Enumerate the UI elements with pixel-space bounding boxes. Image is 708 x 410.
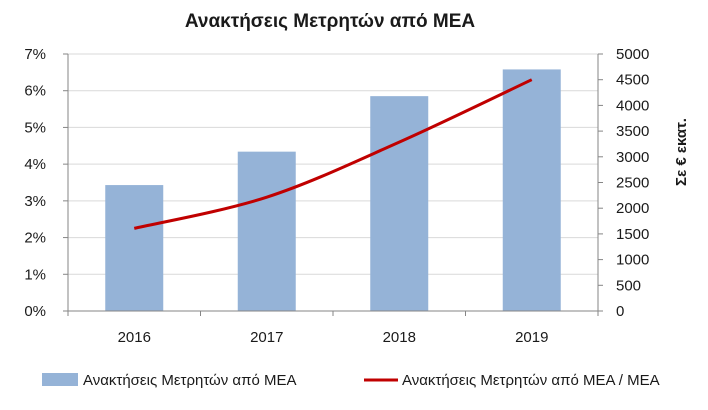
legend-label-line: Ανακτήσεις Μετρητών από ΜΕΑ / ΜΕΑ: [402, 372, 660, 389]
right-tick-label: 1000: [616, 252, 649, 269]
right-tick-label: 5000: [616, 46, 649, 63]
right-tick-label: 3500: [616, 123, 649, 140]
chart-title: Ανακτήσεις Μετρητών από ΜΕΑ: [185, 11, 476, 32]
left-tick-label: 4%: [24, 156, 46, 173]
legend: Ανακτήσεις Μετρητών από ΜΕΑ Ανακτήσεις Μ…: [42, 372, 660, 389]
left-tick-label: 5%: [24, 119, 46, 136]
right-tick-label: 0: [616, 303, 624, 320]
right-tick-label: 4500: [616, 72, 649, 89]
legend-swatch-bar: [42, 373, 78, 386]
left-tick-label: 1%: [24, 266, 46, 283]
right-tick-label: 2500: [616, 175, 649, 192]
left-tick-label: 2%: [24, 230, 46, 247]
right-tick-label: 2000: [616, 200, 649, 217]
ratio-line: [134, 80, 532, 229]
left-tick-label: 6%: [24, 83, 46, 100]
left-tick-label: 0%: [24, 303, 46, 320]
legend-label-bar: Ανακτήσεις Μετρητών από ΜΕΑ: [83, 372, 296, 389]
left-axis-tick-labels: 0% 1% 2% 3% 4% 5% 6% 7%: [24, 46, 46, 320]
category-label: 2017: [250, 329, 283, 346]
bar-2016: [105, 185, 163, 311]
category-label: 2016: [118, 329, 151, 346]
left-tick-label: 3%: [24, 193, 46, 210]
category-label: 2018: [383, 329, 416, 346]
right-tick-label: 3000: [616, 149, 649, 166]
right-tick-label: 500: [616, 277, 641, 294]
left-tick-label: 7%: [24, 46, 46, 63]
bar-2017: [238, 152, 296, 311]
right-axis-title: Σε € εκατ.: [673, 118, 690, 186]
category-labels: 2016 2017 2018 2019: [118, 329, 549, 346]
bar-2019: [503, 69, 561, 311]
bar-2018: [370, 96, 428, 311]
right-axis-tick-labels: 0 500 1000 1500 2000 2500 3000 3500 4000 4500 5000: [616, 46, 649, 320]
category-label: 2019: [515, 329, 548, 346]
line-series: [134, 80, 532, 229]
right-tick-label: 1500: [616, 226, 649, 243]
right-tick-label: 4000: [616, 97, 649, 114]
